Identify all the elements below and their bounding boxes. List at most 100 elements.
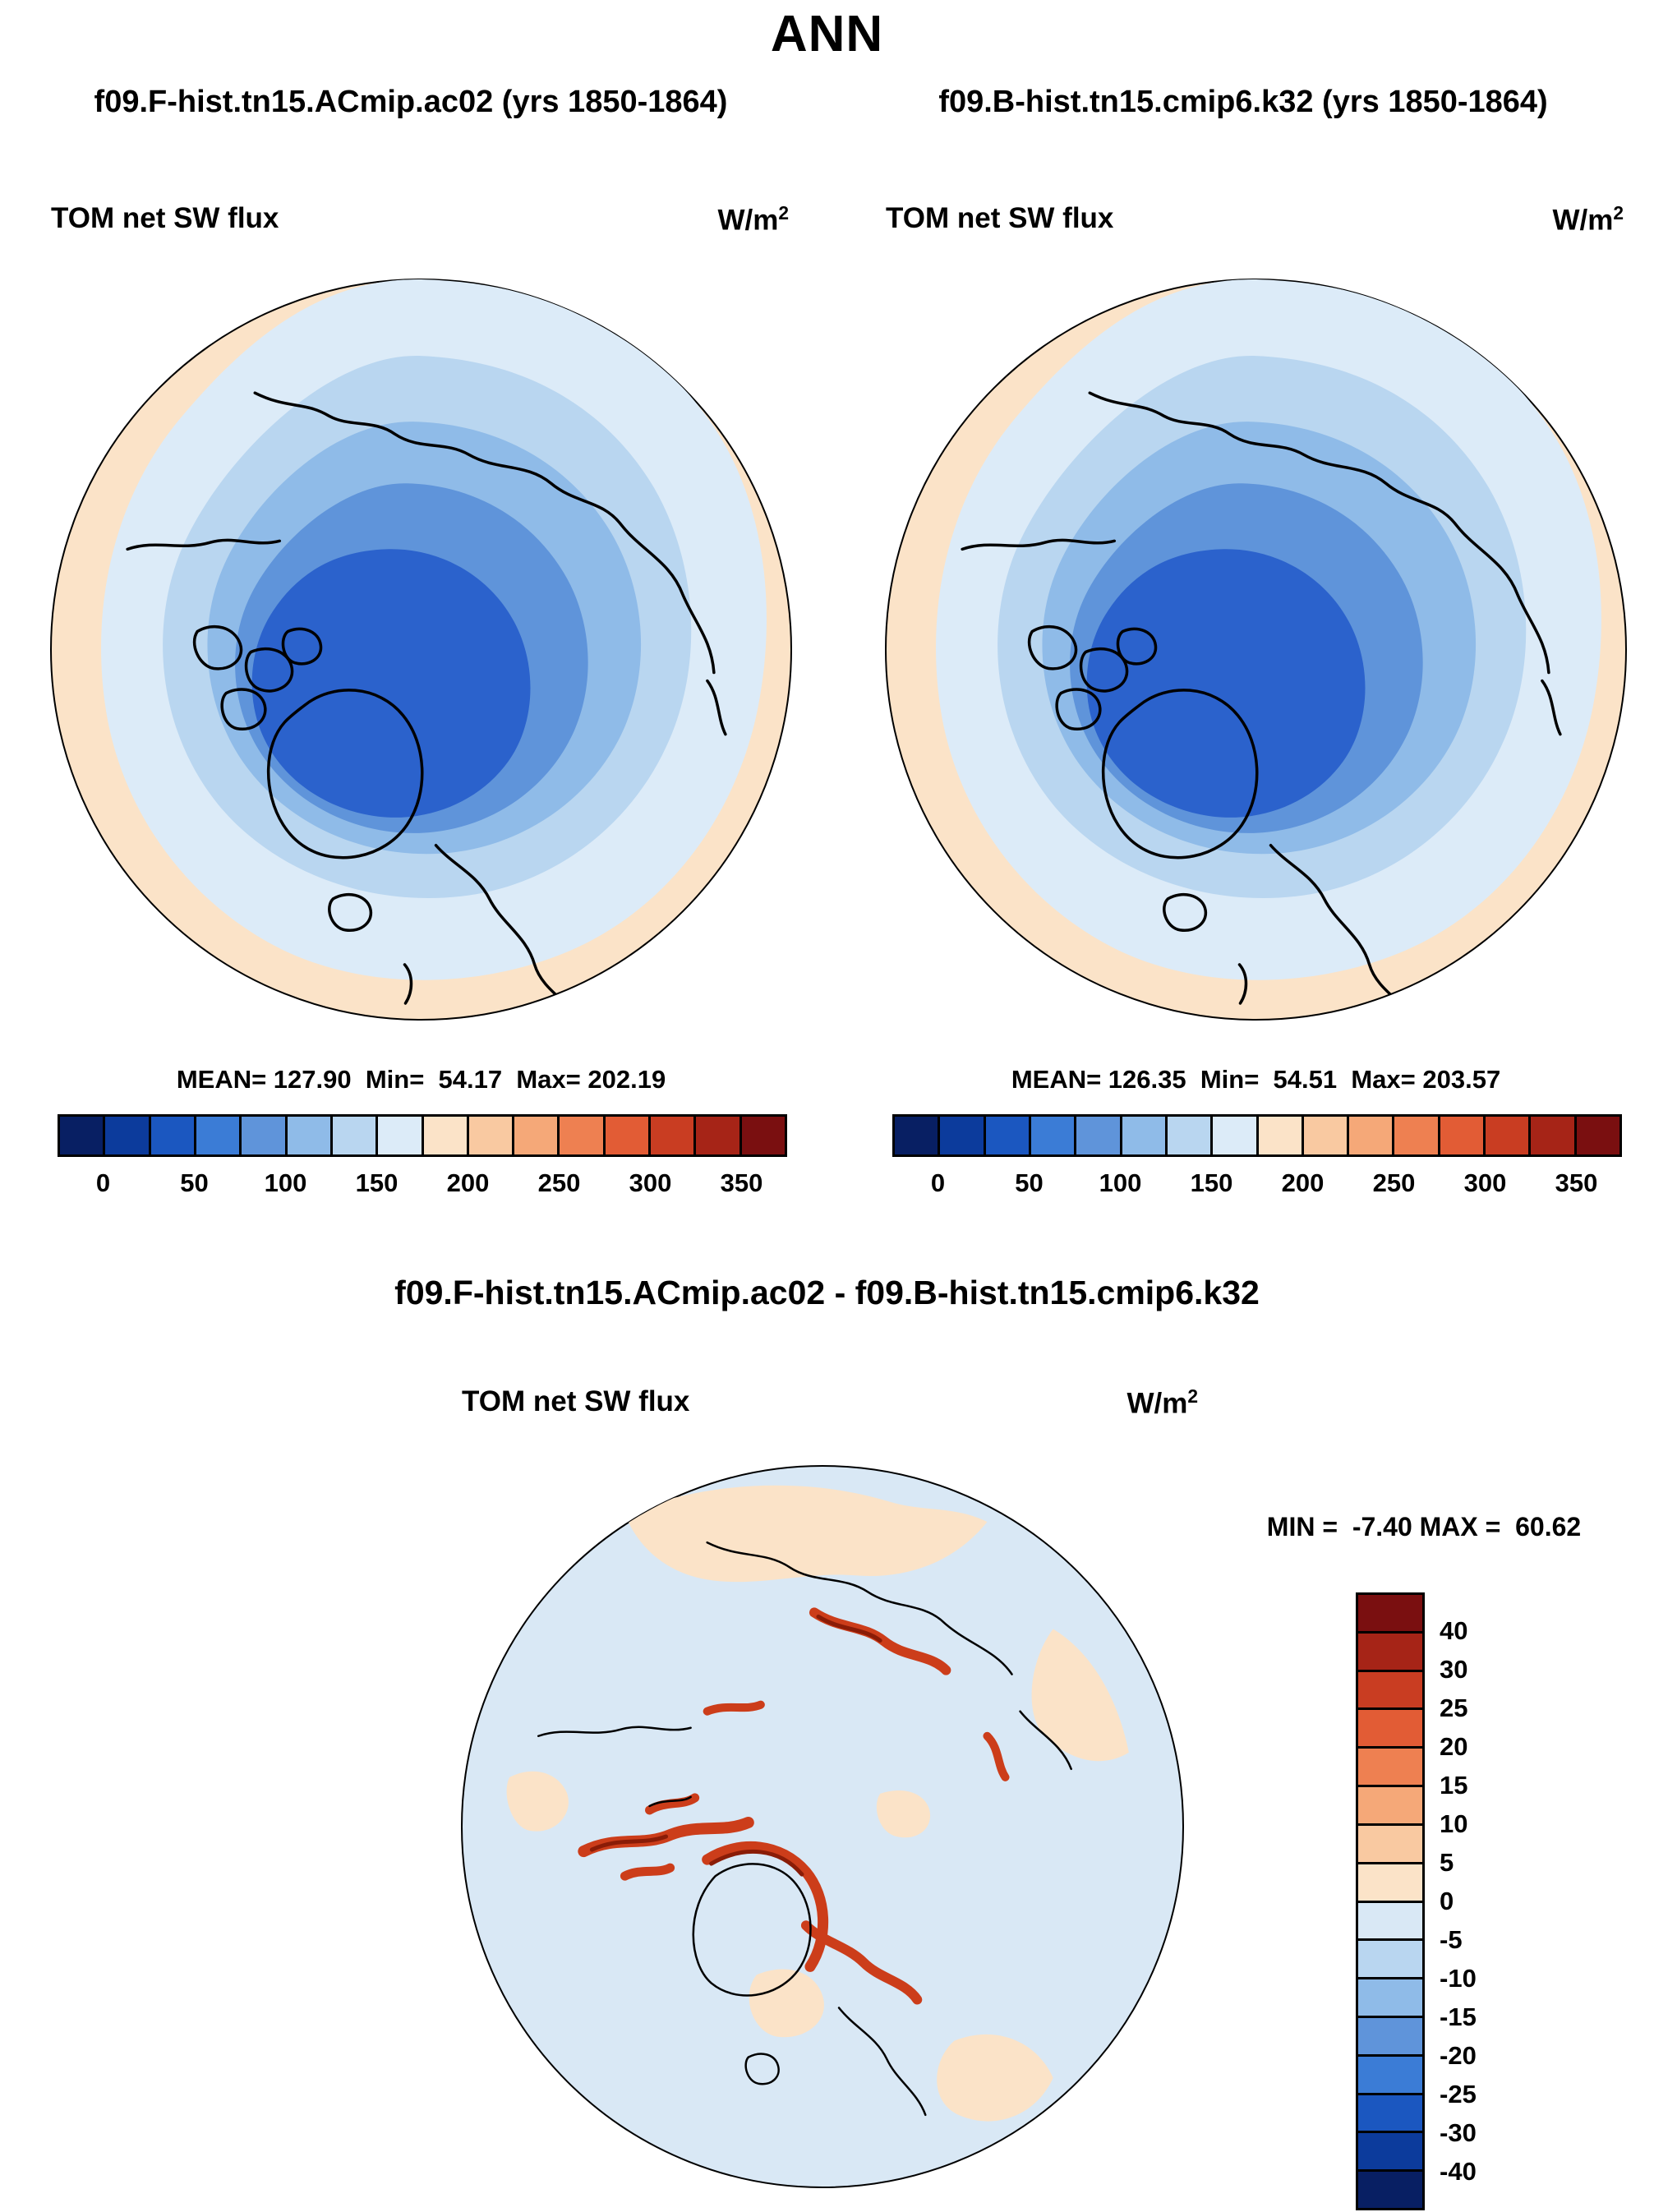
colorbar-cell	[1349, 1117, 1395, 1154]
colorbar-cell	[940, 1117, 986, 1154]
diff-panel-header: TOM net SW flux W/m2	[462, 1385, 1198, 1421]
colorbar-tick-label: -40	[1440, 2157, 1477, 2186]
panel2-colorbar-ticks: 0 50 100 150 200 250 300 350	[892, 1168, 1622, 1201]
units-exponent: 2	[1187, 1385, 1198, 1407]
colorbar-cell	[1531, 1117, 1577, 1154]
colorbar-cell	[741, 1117, 785, 1154]
colorbar-tick-label: 250	[537, 1168, 581, 1197]
colorbar-cell	[1358, 2133, 1422, 2173]
colorbar-cell	[1440, 1117, 1486, 1154]
panel1-colorbar	[58, 1114, 787, 1157]
map-panel-1	[49, 278, 793, 1021]
colorbar-cell	[1258, 1117, 1304, 1154]
colorbar-tick-label: -25	[1440, 2080, 1477, 2108]
colorbar-cell	[1358, 1787, 1422, 1826]
colorbar-cell	[196, 1117, 242, 1154]
colorbar-tick-label: -30	[1440, 2118, 1477, 2147]
panel2-header: TOM net SW flux W/m2	[886, 202, 1624, 237]
colorbar-tick-label: 200	[446, 1168, 490, 1197]
colorbar-tick-label: 150	[355, 1168, 399, 1197]
panel1-units: W/m2	[717, 202, 789, 237]
colorbar-tick-label: 50	[180, 1168, 209, 1197]
colorbar-cell	[1358, 1941, 1422, 1980]
colorbar-cell	[1358, 2017, 1422, 2057]
colorbar-cell	[1167, 1117, 1214, 1154]
colorbar-cell	[605, 1117, 652, 1154]
colorbar-cell	[1358, 1864, 1422, 1903]
colorbar-tick-label: 20	[1440, 1732, 1468, 1761]
colorbar-cell	[1358, 1595, 1422, 1634]
panel2-units: W/m2	[1552, 202, 1624, 237]
colorbar-tick-label: 300	[629, 1168, 672, 1197]
diff-units: W/m2	[1126, 1385, 1198, 1421]
colorbar-cell	[1576, 1117, 1619, 1154]
colorbar-cell	[1358, 1902, 1422, 1942]
colorbar-tick-label: 100	[264, 1168, 307, 1197]
colorbar-cell	[1358, 2056, 1422, 2095]
units-base: W/m	[1552, 204, 1614, 237]
panel1-header: TOM net SW flux W/m2	[51, 202, 789, 237]
diff-panel-title: f09.F-hist.tn15.ACmip.ac02 - f09.B-hist.…	[394, 1274, 1260, 1311]
units-base: W/m	[1126, 1387, 1188, 1420]
diff-colorbar-ticks: 40 30 25 20 15 10 5 0 -5 -10 -15 -20 -25 -30 -40	[1440, 1592, 1538, 2210]
colorbar-tick-label: 0	[1440, 1887, 1454, 1915]
colorbar-cell	[1303, 1117, 1350, 1154]
colorbar-tick-label: -10	[1440, 1964, 1477, 1993]
colorbar-cell	[378, 1117, 424, 1154]
colorbar-cell	[1358, 1633, 1422, 1672]
panel1-stats: MEAN= 127.90 Min= 54.17 Max= 202.19	[176, 1065, 666, 1094]
colorbar-tick-label: 25	[1440, 1694, 1468, 1722]
colorbar-cell	[1358, 1710, 1422, 1749]
panel1-field-label: TOM net SW flux	[51, 202, 279, 234]
colorbar-tick-label: 10	[1440, 1809, 1468, 1838]
colorbar-cell	[1122, 1117, 1168, 1154]
diff-stats: MIN = -7.40 MAX = 60.62	[1266, 1512, 1582, 1541]
colorbar-cell	[560, 1117, 606, 1154]
colorbar-cell	[1394, 1117, 1440, 1154]
colorbar-cell	[468, 1117, 515, 1154]
diff-field-label: TOM net SW flux	[462, 1385, 690, 1417]
panel1-colorbar-ticks: 0 50 100 150 200 250 300 350	[58, 1168, 787, 1201]
units-exponent: 2	[778, 202, 789, 224]
colorbar-cell	[105, 1117, 151, 1154]
colorbar-tick-label: -5	[1440, 1925, 1463, 1954]
colorbar-cell	[651, 1117, 697, 1154]
colorbar-tick-label: -15	[1440, 2002, 1477, 2031]
colorbar-tick-label: 150	[1190, 1168, 1233, 1197]
colorbar-cell	[150, 1117, 196, 1154]
panel1-subtitle: f09.F-hist.tn15.ACmip.ac02 (yrs 1850-186…	[94, 85, 728, 119]
figure-title: ANN	[770, 6, 884, 62]
colorbar-tick-label: 15	[1440, 1771, 1468, 1800]
colorbar-cell	[423, 1117, 469, 1154]
map-panel-2	[884, 278, 1628, 1021]
colorbar-cell	[1358, 2094, 1422, 2134]
colorbar-cell	[1358, 1671, 1422, 1711]
colorbar-tick-label: 50	[1015, 1168, 1044, 1197]
colorbar-cell	[1358, 2172, 1422, 2208]
colorbar-cell	[1358, 1825, 1422, 1864]
panel2-colorbar	[892, 1114, 1622, 1157]
colorbar-tick-label: 200	[1281, 1168, 1325, 1197]
panel2-stats: MEAN= 126.35 Min= 54.51 Max= 203.57	[1011, 1065, 1501, 1094]
colorbar-cell	[1358, 1979, 1422, 2018]
colorbar-tick-label: 30	[1440, 1655, 1468, 1684]
colorbar-tick-label: 40	[1440, 1616, 1468, 1645]
colorbar-tick-label: 5	[1440, 1848, 1454, 1877]
colorbar-cell	[985, 1117, 1031, 1154]
colorbar-cell	[1076, 1117, 1122, 1154]
units-exponent: 2	[1613, 202, 1624, 224]
colorbar-tick-label: 100	[1099, 1168, 1142, 1197]
colorbar-cell	[696, 1117, 742, 1154]
colorbar-tick-label: 300	[1463, 1168, 1507, 1197]
colorbar-cell	[242, 1117, 288, 1154]
colorbar-tick-label: -20	[1440, 2041, 1477, 2070]
panel2-subtitle: f09.B-hist.tn15.cmip6.k32 (yrs 1850-1864…	[938, 85, 1548, 119]
colorbar-cell	[895, 1117, 941, 1154]
colorbar-cell	[1030, 1117, 1077, 1154]
colorbar-tick-label: 350	[1555, 1168, 1598, 1197]
units-base: W/m	[717, 204, 779, 237]
map-diff-panel	[460, 1464, 1185, 2189]
colorbar-cell	[60, 1117, 106, 1154]
colorbar-tick-label: 250	[1372, 1168, 1416, 1197]
